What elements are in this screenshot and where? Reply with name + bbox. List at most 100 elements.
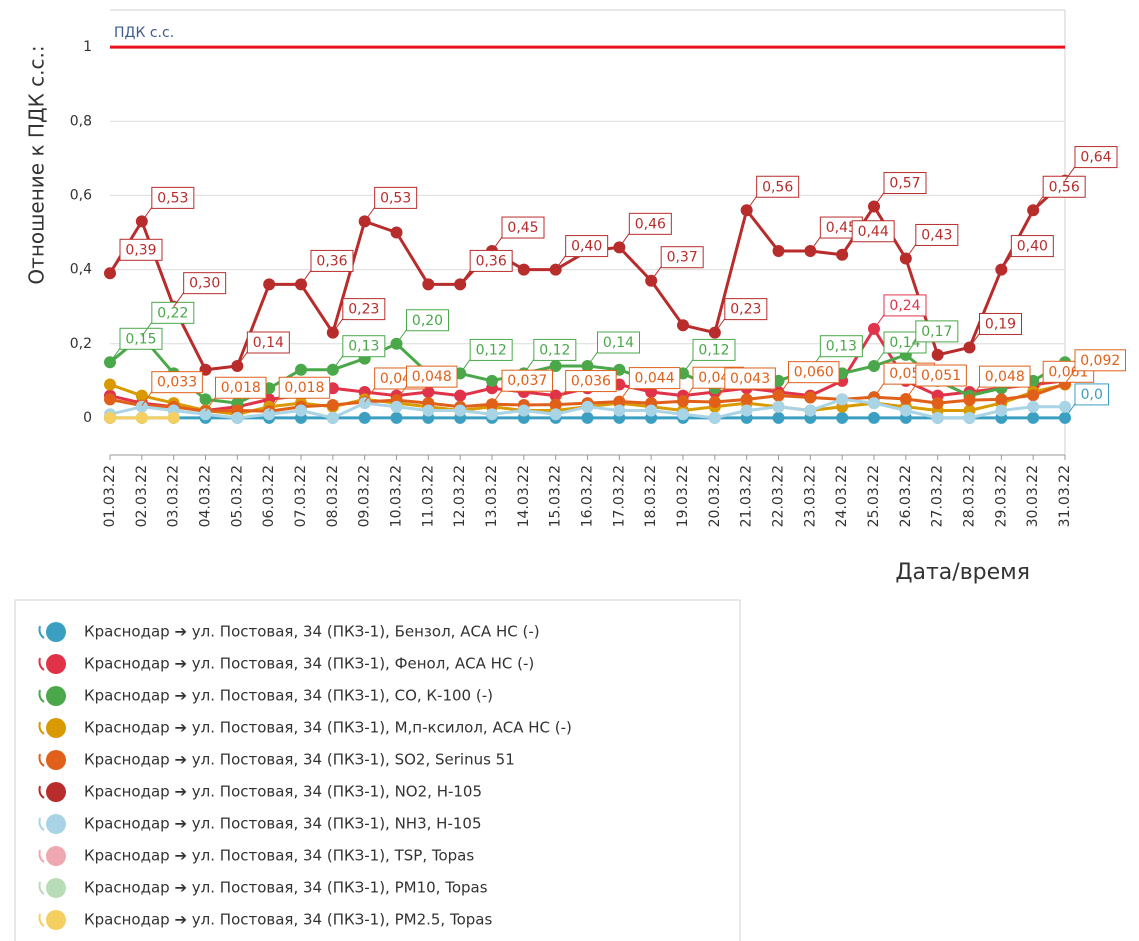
data-point [804, 404, 817, 417]
label-leader [905, 384, 917, 400]
data-label-box [501, 216, 545, 239]
data-label-box [851, 220, 895, 243]
label-leader [268, 396, 280, 412]
label-leader [778, 381, 789, 396]
label-leader [205, 396, 216, 412]
data-label: 0,051 [921, 368, 961, 384]
data-label-box [183, 272, 227, 295]
data-point [1027, 400, 1040, 413]
label-leader [1000, 255, 1012, 270]
label-leader [141, 391, 153, 406]
data-point [358, 411, 371, 424]
label-leader [364, 207, 376, 222]
data-label: 0,37 [667, 250, 698, 266]
label-leader [332, 318, 344, 333]
data-label: 0,56 [762, 179, 793, 195]
label-leader [300, 270, 312, 285]
data-point [486, 408, 498, 421]
x-tick-label: 29.03.22 [993, 465, 1009, 527]
x-tick-label: 25.03.22 [866, 465, 882, 527]
data-label: 0,19 [985, 316, 1016, 332]
x-tick-label: 22.03.22 [771, 465, 787, 527]
data-label-box [1010, 235, 1054, 258]
data-point [135, 400, 148, 413]
data-label-box [151, 371, 203, 394]
data-label: 0,36 [476, 253, 507, 269]
data-label-box [565, 235, 609, 258]
x-tick-label: 28.03.22 [962, 465, 978, 527]
legend-icon-tail [38, 689, 45, 703]
label-leader [618, 233, 630, 248]
data-point [931, 397, 944, 410]
data-point [708, 411, 721, 424]
legend-icon-tail [38, 849, 45, 863]
y-tick-label: 0,4 [70, 262, 92, 278]
legend-icon [46, 686, 66, 706]
label-leader [905, 340, 917, 356]
legend-label: Краснодар ➔ ул. Постовая, 34 (ПКЗ-1), CO… [84, 687, 493, 705]
data-point [1059, 400, 1071, 413]
legend-label: Краснодар ➔ ул. Постовая, 34 (ПКЗ-1), Бе… [84, 623, 540, 641]
label-leader [491, 389, 503, 405]
label-leader [396, 329, 407, 345]
data-label: 0,060 [794, 365, 834, 381]
data-label-box [1074, 146, 1118, 169]
data-point [295, 363, 307, 376]
label-leader [650, 266, 662, 281]
data-point [772, 245, 785, 258]
data-label-box [756, 175, 800, 198]
data-label-box [628, 367, 681, 390]
data-point [104, 378, 116, 391]
data-point [358, 397, 371, 410]
data-label: 0,22 [157, 305, 188, 321]
data-point [549, 408, 562, 421]
x-axis-title: Дата/время [895, 560, 1030, 585]
x-tick-label: 27.03.22 [930, 465, 946, 527]
data-point [899, 404, 912, 417]
data-label-box [724, 298, 768, 321]
label-leader [459, 359, 471, 374]
label-leader [1032, 381, 1044, 396]
data-label: 0,12 [476, 342, 507, 358]
y-tick-label: 0,8 [70, 113, 92, 129]
data-label-box [215, 376, 267, 399]
data-point [931, 348, 944, 361]
data-label-box [788, 361, 840, 384]
data-label-box [469, 249, 513, 272]
data-label-box [597, 331, 640, 354]
x-tick-label: 18.03.22 [643, 465, 659, 527]
label-leader [682, 359, 694, 374]
data-label-box [151, 186, 195, 209]
data-point [868, 397, 880, 410]
data-point [422, 404, 435, 417]
data-point [677, 319, 689, 332]
label-leader [841, 240, 853, 256]
data-label: 0,40 [571, 239, 602, 255]
data-label-box [406, 309, 449, 332]
data-point [231, 411, 244, 424]
legend-label: Краснодар ➔ ул. Постовая, 34 (ПКЗ-1), SO… [84, 751, 515, 769]
data-point [454, 389, 467, 402]
legend-icon-tail [38, 913, 45, 927]
data-label: 0,048 [412, 369, 452, 385]
data-label-box [724, 367, 776, 390]
x-tick-label: 10.03.22 [389, 465, 405, 527]
label-leader [236, 351, 248, 367]
data-label-box [278, 376, 331, 399]
x-tick-label: 31.03.22 [1057, 465, 1073, 527]
data-point [772, 411, 785, 424]
label-leader [173, 292, 185, 307]
data-label-box [469, 338, 513, 361]
label-leader [109, 348, 121, 363]
data-point [804, 245, 817, 258]
legend-label: Краснодар ➔ ул. Постовая, 34 (ПКЗ-1), М,… [84, 719, 572, 737]
data-label: 0,043 [730, 371, 770, 387]
legend-icon [46, 814, 66, 834]
x-tick-label: 30.03.22 [1025, 465, 1041, 527]
data-label: 0,40 [1017, 239, 1048, 255]
y-tick-label: 0,2 [70, 336, 92, 352]
data-label-box [310, 249, 354, 272]
data-label: 0,048 [985, 369, 1025, 385]
label-leader [873, 351, 885, 367]
y-axis-title: Отношение к ПДК с.с.: [25, 45, 49, 284]
